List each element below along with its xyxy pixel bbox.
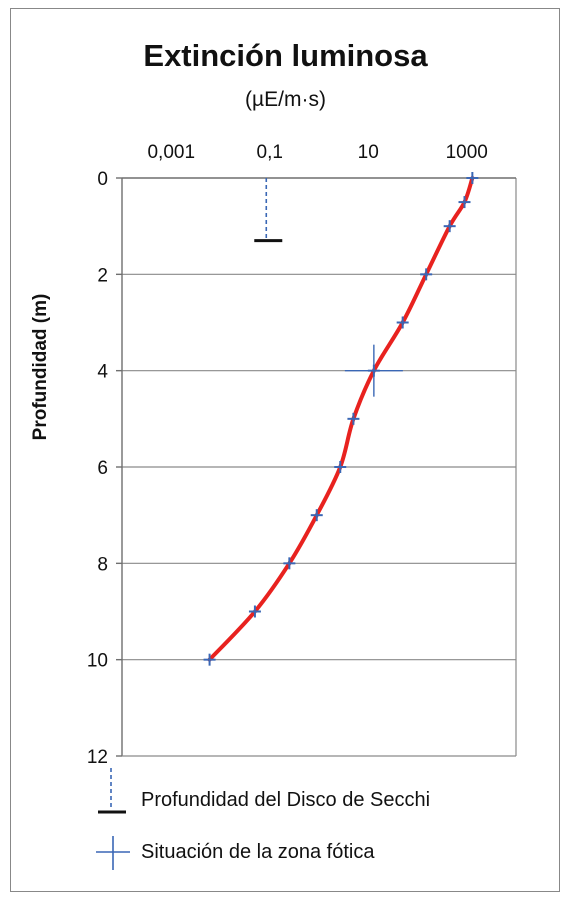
photic-zone-marker (344, 344, 403, 397)
data-point-7 (334, 461, 347, 473)
data-point-0 (466, 172, 479, 184)
legend-item-photic: Situación de la zona fótica (96, 836, 375, 870)
y-tick-label-5: 10 (87, 651, 108, 672)
y-axis-label: Profundidad (m) (30, 294, 51, 441)
y-tick-label-4: 8 (97, 554, 108, 575)
legend: Profundidad del Disco de Secchi Situación… (96, 768, 430, 870)
grid-lines (122, 273, 516, 661)
plot-axes (116, 177, 517, 757)
data-point-6 (347, 412, 360, 425)
x-tick-label-0: 0,001 (147, 142, 195, 163)
y-tick-label-3: 6 (97, 458, 108, 479)
data-point-2 (443, 220, 456, 233)
chart-title: Extinción luminosa (143, 38, 428, 73)
y-tick-labels: 0 2 4 6 8 10 12 (87, 169, 109, 768)
data-point-10 (248, 605, 261, 618)
secchi-depth-marker (254, 178, 283, 243)
y-tick-label-2: 4 (97, 362, 108, 383)
series-line (207, 176, 475, 662)
legend-item-secchi: Profundidad del Disco de Secchi (98, 768, 430, 814)
x-tick-label-1: 0,1 (257, 142, 283, 163)
data-point-1 (458, 196, 471, 209)
y-tick-label-6: 12 (87, 747, 108, 768)
x-tick-label-3: 1000 (446, 142, 488, 163)
y-tick-label-0: 0 (97, 169, 108, 190)
series-layer (203, 172, 479, 666)
x-tick-labels: 0,001 0,1 10 1000 (147, 142, 487, 163)
legend-label-secchi: Profundidad del Disco de Secchi (141, 789, 430, 811)
data-point-4 (396, 316, 409, 329)
legend-label-photic: Situación de la zona fótica (141, 841, 375, 863)
data-point-3 (420, 268, 433, 281)
y-tick-label-1: 2 (97, 265, 108, 286)
data-point-8 (310, 509, 323, 522)
data-point-11 (203, 653, 216, 666)
chart-subtitle: (µE/m·s) (245, 88, 326, 111)
chart-frame (10, 8, 560, 892)
data-point-9 (283, 557, 296, 570)
x-tick-label-2: 10 (358, 142, 379, 163)
